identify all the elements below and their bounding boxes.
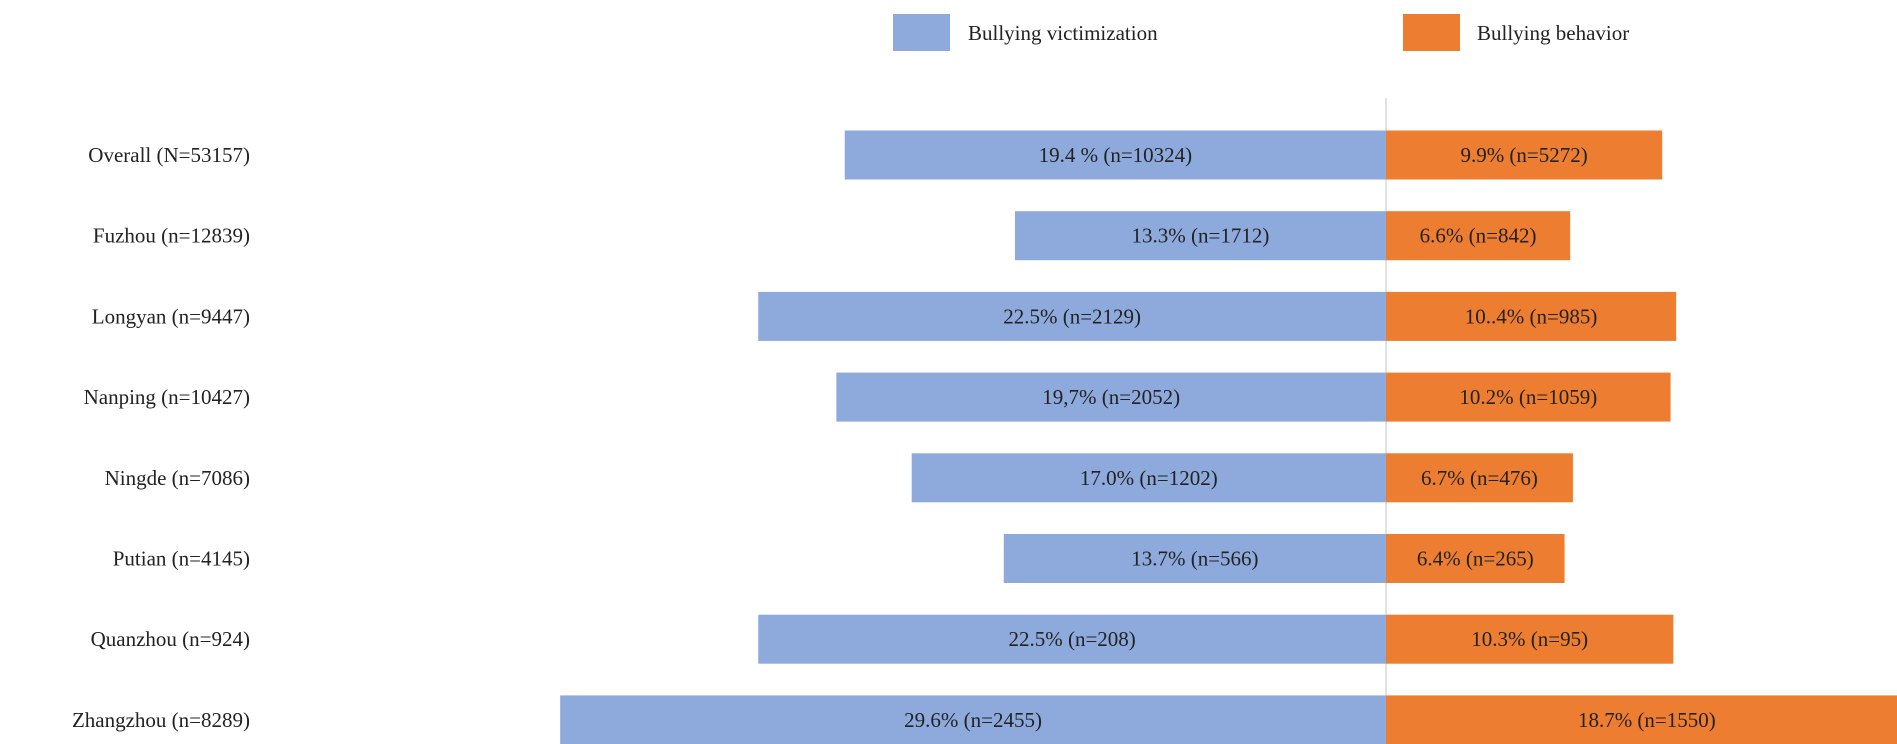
bullying-behavior-bar: [1386, 372, 1671, 422]
bullying-behavior-data-label: 6.7% (n=476): [1421, 466, 1538, 490]
bullying-behavior-bar: [1386, 130, 1663, 180]
bullying-victimization-bar: [1014, 211, 1386, 261]
bullying-victimization-legend-label: Bullying victimization: [968, 21, 1158, 45]
category-label: Putian (n=4145): [113, 547, 250, 571]
plot-area: Overall (N=53157) 19.4 % (n=10324) 9.9% (n…: [72, 98, 1897, 744]
bullying-behavior-data-label: 6.4% (n=265): [1417, 547, 1534, 571]
category-label: Overall (N=53157): [88, 143, 250, 167]
bullying-victimization-bar: [844, 130, 1386, 180]
category-label: Fuzhou (n=12839): [93, 224, 250, 248]
bullying-victimization-legend-swatch: [893, 14, 950, 51]
bullying-behavior-bar: [1386, 453, 1573, 503]
bullying-behavior-bar: [1386, 211, 1571, 261]
bullying-behavior-bar: [1386, 291, 1677, 341]
bullying-victimization-data-label: 13.7% (n=566): [1131, 547, 1258, 571]
bullying-victimization-data-label: 13.3% (n=1712): [1132, 224, 1270, 248]
category-label: Zhangzhou (n=8289): [72, 708, 250, 732]
bullying-behavior-data-label: 6.6% (n=842): [1420, 224, 1537, 248]
bullying-victimization-bar: [911, 453, 1386, 503]
bullying-victimization-bar: [758, 291, 1386, 341]
bullying-behavior-bar: [1386, 534, 1565, 583]
bullying-victimization-data-label: 22.5% (n=2129): [1003, 304, 1141, 328]
category-label: Quanzhou (n=924): [91, 627, 250, 651]
bullying-behavior-bar: [1386, 695, 1897, 744]
bullying-victimization-bar: [560, 695, 1386, 744]
category-label: Ningde (n=7086): [105, 466, 250, 490]
bullying-behavior-data-label: 18.7% (n=1550): [1578, 708, 1716, 732]
bullying-behavior-data-label: 10.2% (n=1059): [1459, 385, 1597, 409]
category-label: Longyan (n=9447): [92, 304, 250, 328]
bullying-victimization-data-label: 22.5% (n=208): [1008, 627, 1135, 651]
bullying-behavior-legend-swatch: [1403, 14, 1460, 51]
bullying-victimization-data-label: 29.6% (n=2455): [904, 708, 1042, 732]
bullying-behavior-legend-label: Bullying behavior: [1477, 21, 1629, 45]
bullying-behavior-data-label: 9.9% (n=5272): [1460, 143, 1587, 167]
bullying-victimization-bar: [758, 614, 1386, 664]
bullying-victimization-data-label: 19,7% (n=2052): [1042, 385, 1180, 409]
legend: Bullying victimization Bullying behavior: [893, 14, 1629, 51]
bullying-behavior-data-label: 10.3% (n=95): [1471, 627, 1588, 651]
bullying-victimization-bar: [1003, 534, 1386, 583]
bullying-behavior-bar: [1386, 614, 1674, 664]
category-label: Nanping (n=10427): [84, 385, 250, 409]
bullying-victimization-data-label: 17.0% (n=1202): [1080, 466, 1218, 490]
bullying-victimization-bar: [836, 372, 1386, 422]
bullying-victimization-data-label: 19.4 % (n=10324): [1039, 143, 1193, 167]
bullying-behavior-data-label: 10..4% (n=985): [1465, 304, 1598, 328]
